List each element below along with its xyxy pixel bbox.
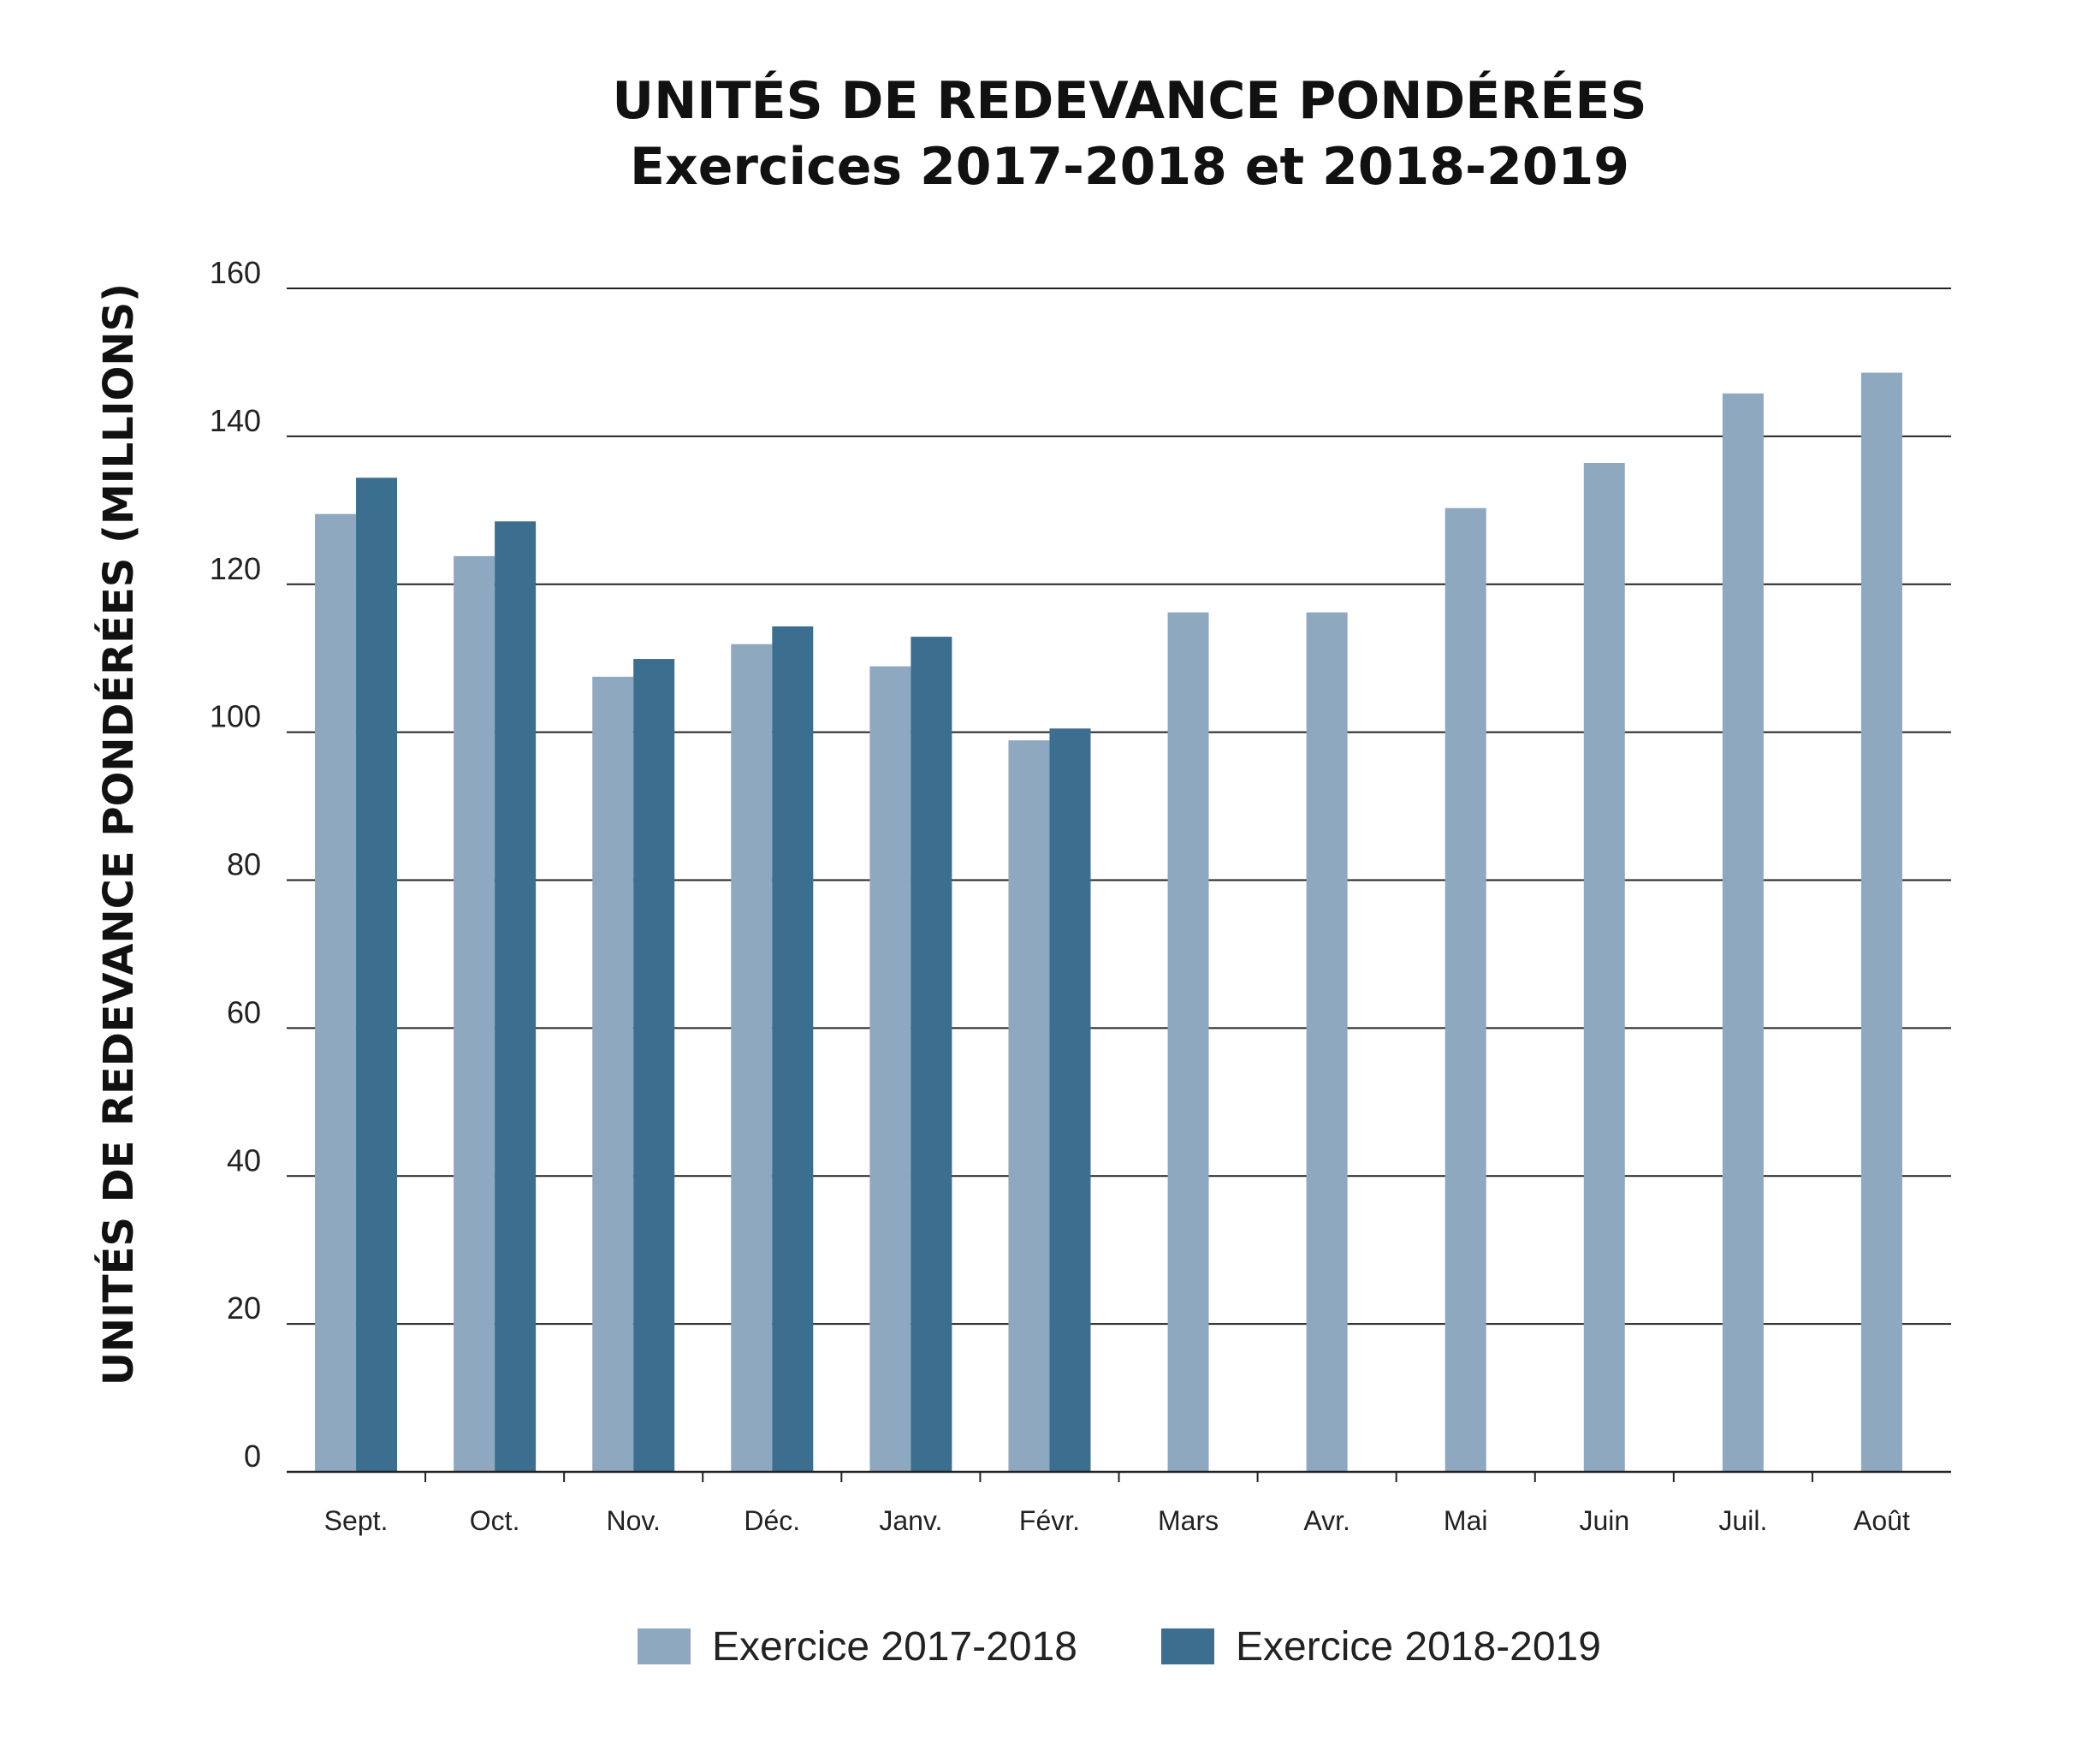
bar-exercice-2018-2019 <box>633 659 675 1472</box>
y-tick-label: 160 <box>210 255 261 290</box>
bar-exercice-2017-2018 <box>1444 507 1486 1472</box>
x-axis: Sept. Oct. Nov. Déc. Janv. Févr. Mars Avr. Mai Ju… <box>287 1470 1951 1536</box>
chart-title: UNITÉS DE REDEVANCE PONDÉRÉES <box>612 69 1646 131</box>
bar-exercice-2017-2018 <box>315 513 357 1472</box>
bar-exercice-2017-2018 <box>1008 740 1050 1472</box>
bar-exercice-2018-2019 <box>356 478 398 1472</box>
legend-swatch <box>1161 1628 1214 1664</box>
y-tick-label: 80 <box>227 847 261 882</box>
bar-exercice-2018-2019 <box>1049 728 1091 1472</box>
bar-exercice-2017-2018 <box>1306 612 1348 1472</box>
y-tick-label: 0 <box>244 1438 261 1474</box>
bar-exercice-2017-2018 <box>1167 612 1209 1472</box>
y-tick-label: 120 <box>210 551 261 586</box>
x-tick-label: Mars <box>1158 1505 1219 1536</box>
bar-exercice-2017-2018 <box>731 644 773 1472</box>
x-tick-label: Mai <box>1444 1505 1488 1536</box>
bar-exercice-2018-2019 <box>911 637 952 1472</box>
x-tick-label: Sept. <box>324 1505 389 1536</box>
x-tick-label: Févr. <box>1019 1505 1080 1536</box>
legend-swatch <box>638 1628 691 1664</box>
bar-exercice-2017-2018 <box>1860 372 1902 1472</box>
bar-exercice-2018-2019 <box>772 626 814 1472</box>
y-axis-label: UNITÉS DE REDEVANCE PONDÉRÉES (MILLIONS) <box>94 283 143 1385</box>
x-tick-label: Juin <box>1579 1505 1629 1536</box>
y-tick-label: 60 <box>227 994 261 1029</box>
x-tick-label: Juil. <box>1718 1505 1767 1536</box>
bar-exercice-2017-2018 <box>592 676 634 1472</box>
bar-exercice-2017-2018 <box>454 555 495 1472</box>
y-axis-ticks: 0 20 40 60 80 100 120 140 160 <box>210 255 261 1474</box>
bar-exercice-2017-2018 <box>869 666 911 1472</box>
bars <box>315 372 1902 1473</box>
x-tick-label: Avr. <box>1303 1505 1350 1536</box>
y-tick-label: 20 <box>227 1290 261 1326</box>
bar-exercice-2017-2018 <box>1722 393 1764 1473</box>
y-tick-label: 140 <box>210 403 261 438</box>
x-tick-label: Août <box>1854 1505 1910 1536</box>
x-tick-label: Nov. <box>606 1505 660 1536</box>
legend-label: Exercice 2017-2018 <box>712 1624 1077 1670</box>
bar-exercice-2018-2019 <box>495 521 537 1473</box>
x-tick-label: Oct. <box>470 1505 520 1536</box>
x-tick-label: Janv. <box>879 1505 942 1536</box>
x-tick-label: Déc. <box>744 1505 800 1536</box>
gridlines <box>287 288 1951 1473</box>
legend-label: Exercice 2018-2019 <box>1236 1624 1601 1670</box>
bar-exercice-2017-2018 <box>1583 462 1625 1473</box>
chart-subtitle: Exercices 2017-2018 et 2018-2019 <box>630 137 1629 197</box>
legend: Exercice 2017-2018 Exercice 2018-2019 <box>638 1624 1601 1670</box>
y-tick-label: 100 <box>210 699 261 734</box>
y-tick-label: 40 <box>227 1142 261 1177</box>
